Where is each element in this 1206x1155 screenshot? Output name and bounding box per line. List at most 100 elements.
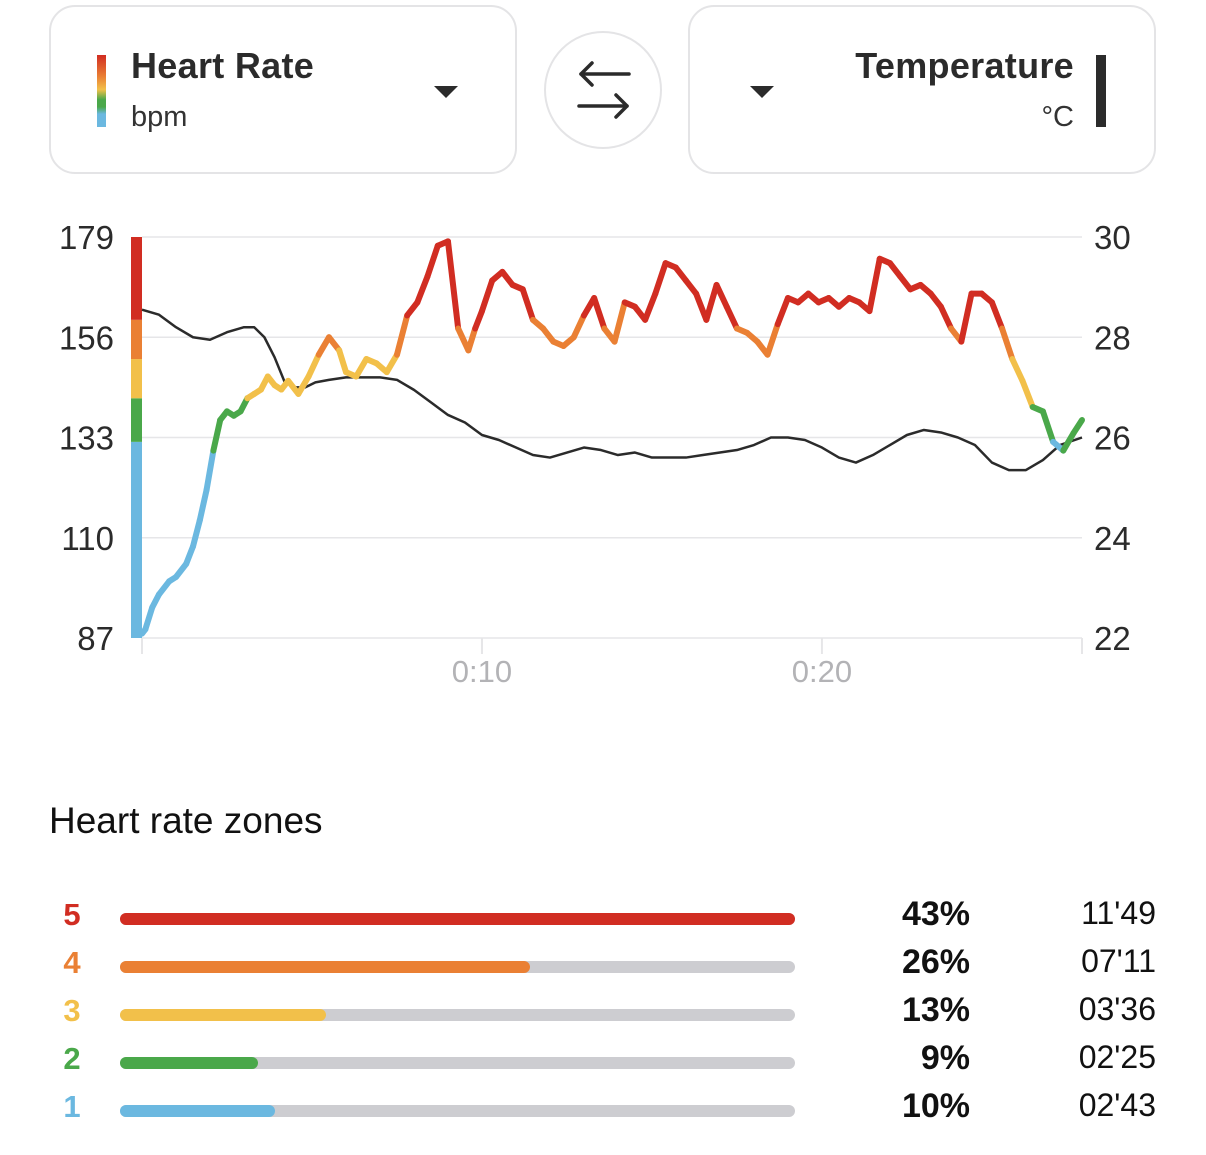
- zone-row: 2 9% 02'25: [0, 1039, 1206, 1081]
- zone-percent: 43%: [901, 895, 970, 933]
- heart-rate-segment: [393, 312, 411, 358]
- temperature-title: Temperature: [855, 45, 1074, 86]
- heart-rate-temperature-chart: 179 156 133 110 87 30 28 26 24 22 0:10 0:20: [59, 219, 1131, 689]
- zone-progress-track: [120, 1105, 795, 1117]
- heart-rate-segment: [295, 373, 312, 397]
- y2-tick-label: 28: [1094, 319, 1131, 356]
- heart-rate-segment: [336, 347, 349, 376]
- heart-rate-segment: [958, 290, 975, 345]
- zone-scale-bar: [131, 237, 142, 638]
- caret-down-icon[interactable]: [434, 86, 458, 98]
- heart-rate-segment: [383, 351, 400, 376]
- zone-percent: 10%: [901, 1087, 970, 1125]
- zone-progress-fill: [120, 1057, 259, 1069]
- heart-rate-segment: [478, 277, 496, 315]
- heart-rate-unit: bpm: [131, 101, 188, 133]
- zone-number: 2: [63, 1041, 81, 1076]
- zone-duration: 02'43: [1078, 1087, 1156, 1123]
- heart-rate-segment: [988, 299, 1006, 332]
- zone-progress-track: [120, 961, 795, 973]
- heart-rate-segment: [414, 273, 431, 306]
- zone-row: 3 13% 03'36: [0, 991, 1206, 1033]
- zone-duration: 11'49: [1081, 895, 1156, 931]
- zone-row: 4 26% 07'11: [0, 943, 1206, 985]
- heart-rate-segment: [937, 303, 955, 332]
- heart-rate-segment: [866, 255, 883, 315]
- y-tick-label: 110: [61, 520, 114, 557]
- heart-rate-segment: [1039, 408, 1057, 445]
- y2-tick-label: 26: [1094, 420, 1131, 457]
- zone-progress-track: [120, 1009, 795, 1021]
- temperature-metric-selector[interactable]: Temperature °C: [688, 5, 1156, 174]
- heart-rate-segment: [519, 286, 536, 323]
- zone-progress-fill: [120, 1009, 326, 1021]
- grid: [141, 236, 1083, 654]
- zone-row: 1 10% 02'43: [0, 1087, 1206, 1129]
- zone-scale-segment-2: [131, 398, 142, 442]
- zone-duration: 03'36: [1078, 991, 1156, 1027]
- x-tick-label: 0:10: [452, 654, 512, 689]
- heart-rate-segment: [472, 308, 485, 332]
- zone-scale-segment-3: [131, 359, 142, 399]
- heart-rate-segment: [424, 242, 441, 280]
- y2-tick-label: 30: [1094, 219, 1131, 256]
- swap-arrows-icon: [577, 61, 631, 119]
- y-tick-label: 87: [77, 620, 114, 657]
- heart-rate-segment: [774, 295, 791, 328]
- heart-rate-segment: [465, 325, 479, 354]
- heart-rate-segment: [183, 543, 196, 567]
- zone-percent: 9%: [920, 1039, 970, 1077]
- y-tick-label: 179: [59, 219, 114, 256]
- temperature-line: [141, 308, 1083, 472]
- heart-rate-zone-gradient-icon: [97, 55, 106, 127]
- zone-number: 5: [63, 897, 81, 932]
- heart-rate-segment: [1019, 377, 1036, 410]
- zone-scale-segment-4: [131, 319, 142, 360]
- heart-rate-zones-title: Heart rate zones: [49, 800, 323, 841]
- heart-rate-segment: [1060, 430, 1077, 454]
- zone-number: 1: [63, 1089, 81, 1124]
- zone-scale-segment-1: [131, 441, 142, 638]
- heart-rate-segment: [591, 295, 608, 332]
- heart-rate-segment: [723, 303, 740, 332]
- zone-percent: 26%: [901, 943, 970, 981]
- heart-rate-segment: [764, 321, 781, 358]
- heart-rate-segment: [999, 325, 1016, 363]
- heart-rate-segment: [703, 281, 720, 323]
- zone-progress-track: [120, 913, 795, 925]
- x-tick-label: 0:20: [792, 654, 852, 689]
- heart-rate-segment: [315, 334, 332, 358]
- heart-rate-series: [139, 238, 1085, 637]
- heart-rate-segment: [353, 356, 370, 380]
- heart-rate-segment: [444, 238, 462, 332]
- zone-number: 4: [63, 945, 81, 980]
- zone-progress-fill: [120, 961, 531, 973]
- zone-number: 3: [63, 993, 81, 1028]
- heart-rate-segment: [652, 260, 669, 297]
- zone-progress-track: [120, 1057, 795, 1069]
- y-axis-right: 30 28 26 24 22: [1094, 219, 1131, 657]
- temperature-series: [141, 308, 1083, 472]
- zone-scale-segment-5: [131, 237, 142, 320]
- temperature-unit: °C: [1041, 101, 1074, 133]
- heart-rate-segment: [203, 447, 217, 493]
- y-axis-left: 179 156 133 110 87: [59, 219, 114, 657]
- swap-metrics-button[interactable]: [544, 31, 662, 149]
- heart-rate-segment: [142, 604, 156, 633]
- x-axis: 0:10 0:20: [452, 654, 852, 689]
- zone-duration: 02'25: [1078, 1039, 1156, 1075]
- heart-rate-segment: [196, 486, 210, 524]
- heart-rate-title: Heart Rate: [131, 45, 315, 86]
- zone-progress-fill: [120, 1105, 276, 1117]
- zone-percent: 13%: [901, 991, 970, 1029]
- heart-rate-segment: [1070, 417, 1085, 437]
- heart-rate-segment: [611, 299, 628, 345]
- heart-rate-segment: [642, 290, 659, 323]
- zone-duration: 07'11: [1081, 943, 1156, 979]
- y-tick-label: 133: [59, 420, 114, 457]
- heart-rate-metric-selector[interactable]: Heart Rate bpm: [49, 5, 517, 174]
- caret-down-icon[interactable]: [750, 86, 774, 98]
- y2-tick-label: 24: [1094, 520, 1131, 557]
- zone-progress-fill: [120, 913, 795, 925]
- heart-rate-segment: [713, 281, 730, 310]
